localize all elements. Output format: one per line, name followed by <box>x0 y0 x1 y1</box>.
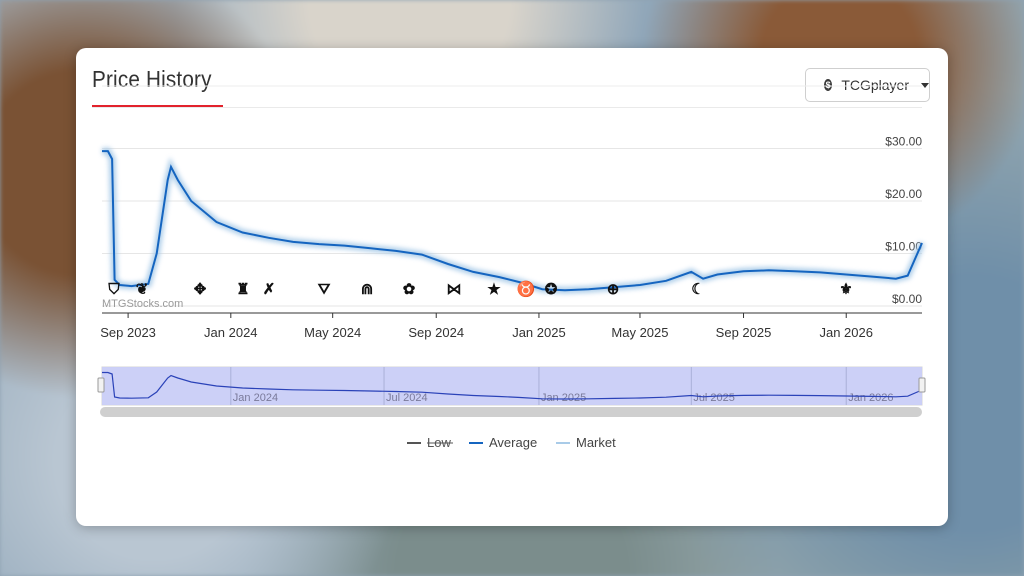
navigator-tick-label: Jul 2024 <box>386 392 428 404</box>
navigator-tick-label: Jan 2026 <box>848 392 893 404</box>
x-tick-label: Jan 2026 <box>819 325 873 340</box>
set-icon-shield[interactable]: ⛉ <box>107 281 120 298</box>
dollar-icon: $ <box>824 79 833 91</box>
x-tick-label: Jan 2024 <box>204 325 257 340</box>
price-source-dropdown[interactable]: $ TCGplayer <box>805 68 930 102</box>
navigator-tick-label: Jan 2024 <box>233 392 278 404</box>
range-navigator[interactable]: Jan 2024 Jul 2024 Jan 2025 Jul 2025 Jan 2026 <box>97 366 926 417</box>
set-icon-bird[interactable]: ⛛ <box>317 281 331 298</box>
navigator-handle-left[interactable] <box>97 377 105 393</box>
set-icon-castle[interactable]: ♜ <box>236 281 249 298</box>
price-history-card: Price History $ TCGplayer $0.00 $10.00 $20… <box>76 48 948 526</box>
set-icon-fist[interactable]: ⚜ <box>839 281 852 298</box>
title-underline <box>92 105 223 107</box>
set-icon-wing[interactable]: ⋈ <box>447 281 462 298</box>
legend-label: Average <box>489 435 537 450</box>
legend-label: Market <box>576 435 616 450</box>
series-market-line <box>102 147 926 294</box>
y-tick-label: $30.00 <box>885 135 922 149</box>
navigator-scrollbar[interactable] <box>100 407 922 417</box>
navigator-series-line <box>102 371 923 400</box>
y-tick-label: $10.00 <box>885 240 922 254</box>
chevron-down-icon <box>921 82 929 88</box>
legend-item-market[interactable]: Market <box>556 435 616 450</box>
x-tick-label: May 2024 <box>304 325 361 340</box>
price-source-label: TCGplayer <box>841 77 909 93</box>
navigator-tick-label: Jan 2025 <box>541 392 586 404</box>
x-tick-label: Jan 2025 <box>512 325 566 340</box>
navigator-tick-label: Jul 2025 <box>693 392 735 404</box>
y-tick-label: $20.00 <box>885 187 922 201</box>
x-tick-label: Sep 2023 <box>100 325 156 340</box>
set-icon-dragon[interactable]: ❦ <box>136 281 149 298</box>
price-chart: $0.00$10.00$20.00$30.00 ⛉ ❦ ✥ ♜ ✗ ⛛ ⋒ ✿ ⋈ ★ ♉ ✪ ⊕ ☾ ⚜ … <box>97 85 926 450</box>
set-icon-arch[interactable]: ⋒ <box>361 281 374 298</box>
page-title: Price History <box>92 66 212 92</box>
set-icon-horns[interactable]: ♉ <box>517 280 536 298</box>
set-icon-planet[interactable]: ⊕ <box>607 281 620 298</box>
navigator-handle-right[interactable] <box>918 377 926 393</box>
watermark: MTGStocks.com <box>102 298 183 310</box>
x-tick-label: Sep 2024 <box>408 325 464 340</box>
x-tick-label: May 2025 <box>611 325 668 340</box>
y-tick-label: $0.00 <box>892 292 922 306</box>
legend-item-average[interactable]: Average <box>469 435 537 450</box>
navigator-selection[interactable] <box>102 367 922 405</box>
x-tick-label: Sep 2025 <box>716 325 772 340</box>
set-icon-compass[interactable]: ✥ <box>194 281 207 298</box>
set-icon-star[interactable]: ★ <box>487 281 501 298</box>
series-average-line <box>102 150 923 292</box>
set-icon-flower[interactable]: ✿ <box>403 281 416 298</box>
set-icon-sword[interactable]: ✗ <box>263 281 276 298</box>
set-icon-moon[interactable]: ☾ <box>691 281 704 298</box>
legend-item-low[interactable]: Low <box>407 435 453 450</box>
chart-legend: Low Average Market <box>407 435 616 450</box>
header-divider <box>92 107 922 108</box>
set-icon-swirl[interactable]: ✪ <box>545 281 558 298</box>
